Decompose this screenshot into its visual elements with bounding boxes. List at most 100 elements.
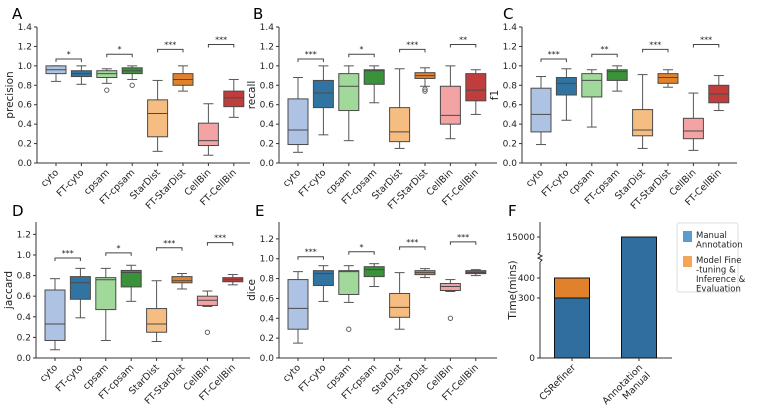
significance-label: ***: [406, 40, 418, 49]
significance-label: ***: [62, 249, 74, 258]
box-ft-cpsam: [121, 65, 143, 88]
y-axis-label: jaccard: [3, 271, 15, 310]
y-tick-label: 1.4: [260, 23, 275, 33]
y-tick-label: 0.6: [260, 101, 275, 111]
y-tick-label: 0: [529, 354, 535, 364]
box-cellbin: [439, 279, 461, 321]
y-tick-label: 1.0: [18, 62, 33, 72]
significance-label: ***: [548, 50, 560, 59]
box-cpsam: [581, 69, 603, 128]
y-tick-label: 300: [518, 294, 535, 304]
y-tick-label: 0.6: [18, 101, 33, 111]
significance-label: **: [601, 45, 609, 54]
y-tick-label: 0.8: [503, 81, 518, 91]
box-iqr: [363, 69, 385, 85]
significance-label: ***: [406, 238, 418, 247]
panel-letter: B: [253, 5, 263, 23]
significance-label: *: [360, 243, 364, 252]
box-iqr: [682, 117, 704, 140]
y-tick-label: 0.2: [18, 140, 32, 150]
box-ft-stardist: [171, 273, 193, 290]
box-ft-stardist: [414, 67, 436, 94]
y-axis-label: recall: [246, 81, 258, 110]
y-tick-label: 0.6: [260, 294, 275, 304]
legend-swatch: [683, 231, 692, 242]
significance-bracket: [642, 48, 669, 53]
significance-bracket: [348, 53, 375, 58]
box-iqr: [312, 270, 334, 287]
significance-label: ***: [164, 40, 176, 49]
significance-bracket: [105, 252, 132, 256]
bar-manual-annotation: [621, 236, 657, 359]
box-ft-cpsam: [363, 263, 385, 288]
box-iqr: [465, 73, 487, 102]
outlier-point: [346, 326, 352, 332]
box-iqr: [439, 85, 461, 125]
significance-bracket: [399, 48, 426, 53]
box-iqr: [223, 90, 245, 108]
y-tick-label: 0.4: [260, 120, 275, 130]
y-axis-label: dice: [246, 279, 258, 301]
significance-bracket: [54, 257, 81, 262]
y-tick-label: 0.0: [260, 159, 275, 169]
box-iqr: [287, 279, 309, 330]
box-cellbin: [197, 103, 219, 156]
box-stardist: [632, 74, 654, 149]
box-ft-cyto: [312, 65, 334, 136]
x-tick-label: FT-cyto: [297, 167, 329, 199]
legend-swatch: [683, 256, 692, 267]
x-tick-label: FT-cyto: [55, 167, 87, 199]
x-tick-label: FT-cyto: [54, 362, 86, 394]
significance-label: ***: [163, 239, 175, 248]
box-iqr: [197, 122, 219, 147]
y-axis-label: Time(mins): [507, 260, 519, 320]
x-tick-label: FT-cyto: [297, 362, 329, 394]
y-tick-label: 0.4: [260, 314, 275, 324]
legend-label: Evaluation: [696, 285, 741, 295]
y-tick-label: 0.2: [17, 333, 31, 343]
legend-label: -tuning &: [696, 266, 736, 276]
y-tick-label: 0.8: [260, 81, 275, 91]
significance-label: *: [118, 45, 122, 54]
significance-label: ***: [649, 40, 661, 49]
significance-label: **: [459, 35, 467, 44]
box-ft-cyto: [69, 267, 91, 319]
y-tick-label: 1.2: [18, 42, 32, 52]
legend-label: Model Fine: [696, 256, 741, 266]
y-tick-label: 0.4: [503, 120, 518, 130]
significance-label: ***: [214, 234, 226, 243]
significance-bracket: [297, 58, 324, 63]
panel-e: E0.00.20.40.60.81.01.2dicecytoFT-cytocps…: [246, 202, 497, 407]
significance-label: ***: [305, 248, 317, 257]
box-iqr: [338, 73, 360, 112]
y-tick-label: 1.2: [17, 230, 31, 240]
box-iqr: [287, 98, 309, 146]
box-cellbin: [196, 290, 218, 335]
significance-label: ***: [305, 50, 317, 59]
panel-letter: C: [503, 5, 513, 23]
panel-a: A 0.0 0.2 0.4 0.6 0.8 1.0 1.2 1.4 precision cytoFT…: [4, 5, 250, 212]
box-iqr: [389, 292, 411, 318]
legend-label: Manual: [696, 231, 727, 241]
bar-model-finetuning: [554, 277, 590, 299]
y-tick-label: 1.0: [503, 62, 518, 72]
box-iqr: [196, 295, 218, 306]
box-cyto: [287, 77, 309, 153]
box-iqr: [146, 308, 168, 333]
box-cyto: [287, 271, 309, 344]
box-cyto: [44, 278, 66, 351]
y-tick-label: 0.0: [17, 354, 32, 364]
y-axis-label: precision: [4, 71, 16, 118]
x-tick-label: cyto: [38, 362, 60, 384]
y-tick-label: 0.8: [18, 81, 33, 91]
box-iqr: [530, 87, 552, 133]
y-tick-label: 0.2: [503, 140, 517, 150]
significance-bracket: [449, 43, 477, 48]
y-tick-label: 0.6: [17, 292, 32, 302]
legend-label: Inference &: [696, 275, 746, 285]
box-ft-cpsam: [363, 65, 385, 104]
box-iqr: [338, 270, 360, 295]
y-tick-label: 0.8: [260, 275, 275, 285]
